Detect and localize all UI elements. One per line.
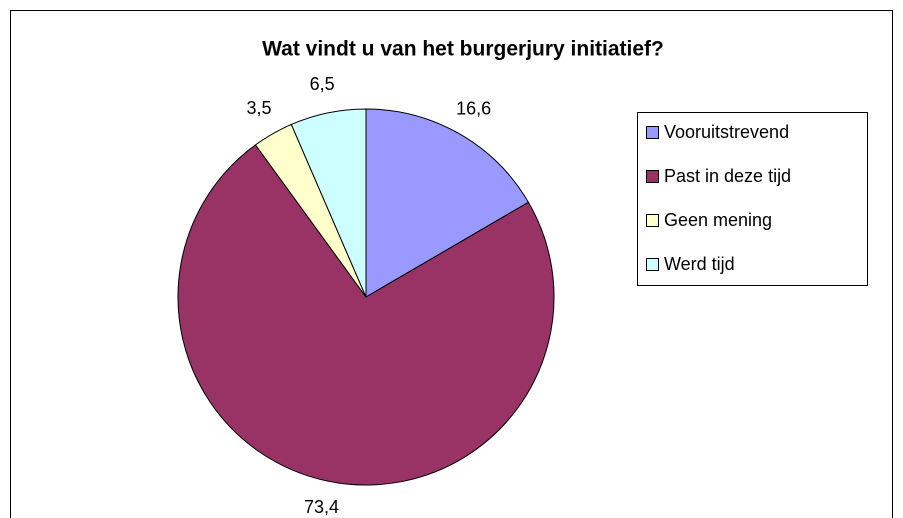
- data-label: 73,4: [304, 497, 339, 517]
- legend-label: Past in deze tijd: [664, 166, 791, 186]
- pie-slice: [290, 108, 367, 298]
- legend-label: Vooruitstrevend: [664, 122, 789, 142]
- legend-frame: [637, 112, 868, 286]
- legend-swatch: [646, 126, 659, 139]
- data-label: 16,6: [456, 98, 491, 118]
- legend-swatch: [646, 214, 659, 227]
- legend-swatch: [646, 258, 659, 271]
- data-label: 6,5: [310, 74, 335, 94]
- legend-swatch: [646, 170, 659, 183]
- data-label: 3,5: [246, 98, 271, 118]
- pie-slice: [177, 144, 555, 486]
- legend-label: Werd tijd: [664, 254, 735, 274]
- chart-title: Wat vindt u van het burgerjury initiatie…: [262, 38, 664, 61]
- legend-label: Geen mening: [664, 210, 772, 230]
- pie-slice: [365, 108, 530, 298]
